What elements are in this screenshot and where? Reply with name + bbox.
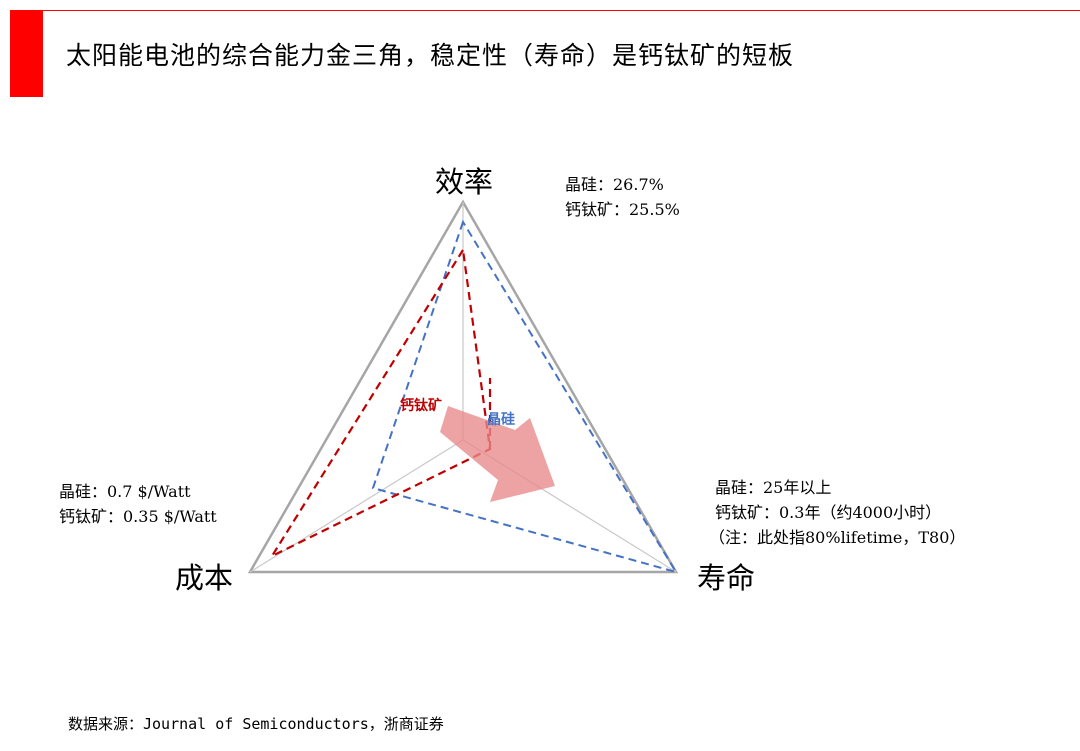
lifetime-silicon-value: 晶硅：25年以上 xyxy=(715,478,831,497)
top-divider xyxy=(43,10,1080,11)
cost-perovskite-value: 钙钛矿：0.35 $/Watt xyxy=(59,507,217,526)
source-note: 数据来源：Journal of Semiconductors，浙商证券 xyxy=(68,715,444,733)
page-title: 太阳能电池的综合能力金三角，稳定性（寿命）是钙钛矿的短板 xyxy=(66,41,795,70)
cost-silicon-value: 晶硅：0.7 $/Watt xyxy=(59,482,191,501)
silicon-polygon xyxy=(371,219,679,574)
axis-label-cost: 成本 xyxy=(175,561,233,595)
perovskite-series-label: 钙钛矿 xyxy=(400,397,442,414)
trend-arrow xyxy=(440,406,555,502)
axis-label-lifetime: 寿命 xyxy=(697,561,755,595)
axis-label-efficiency: 效率 xyxy=(435,165,493,199)
silicon-series-label: 晶硅 xyxy=(487,411,515,428)
outer-triangle xyxy=(247,199,679,574)
lifetime-perovskite-value: 钙钛矿：0.3年（约4000小时） xyxy=(715,503,941,522)
lifetime-note: （注：此处指80%lifetime，T80） xyxy=(709,528,965,547)
efficiency-silicon-value: 晶硅：26.7% xyxy=(565,175,664,194)
efficiency-perovskite-value: 钙钛矿：25.5% xyxy=(565,200,680,219)
perovskite-polygon xyxy=(269,246,492,559)
accent-bar xyxy=(10,10,43,97)
spoke-cost xyxy=(249,439,464,573)
